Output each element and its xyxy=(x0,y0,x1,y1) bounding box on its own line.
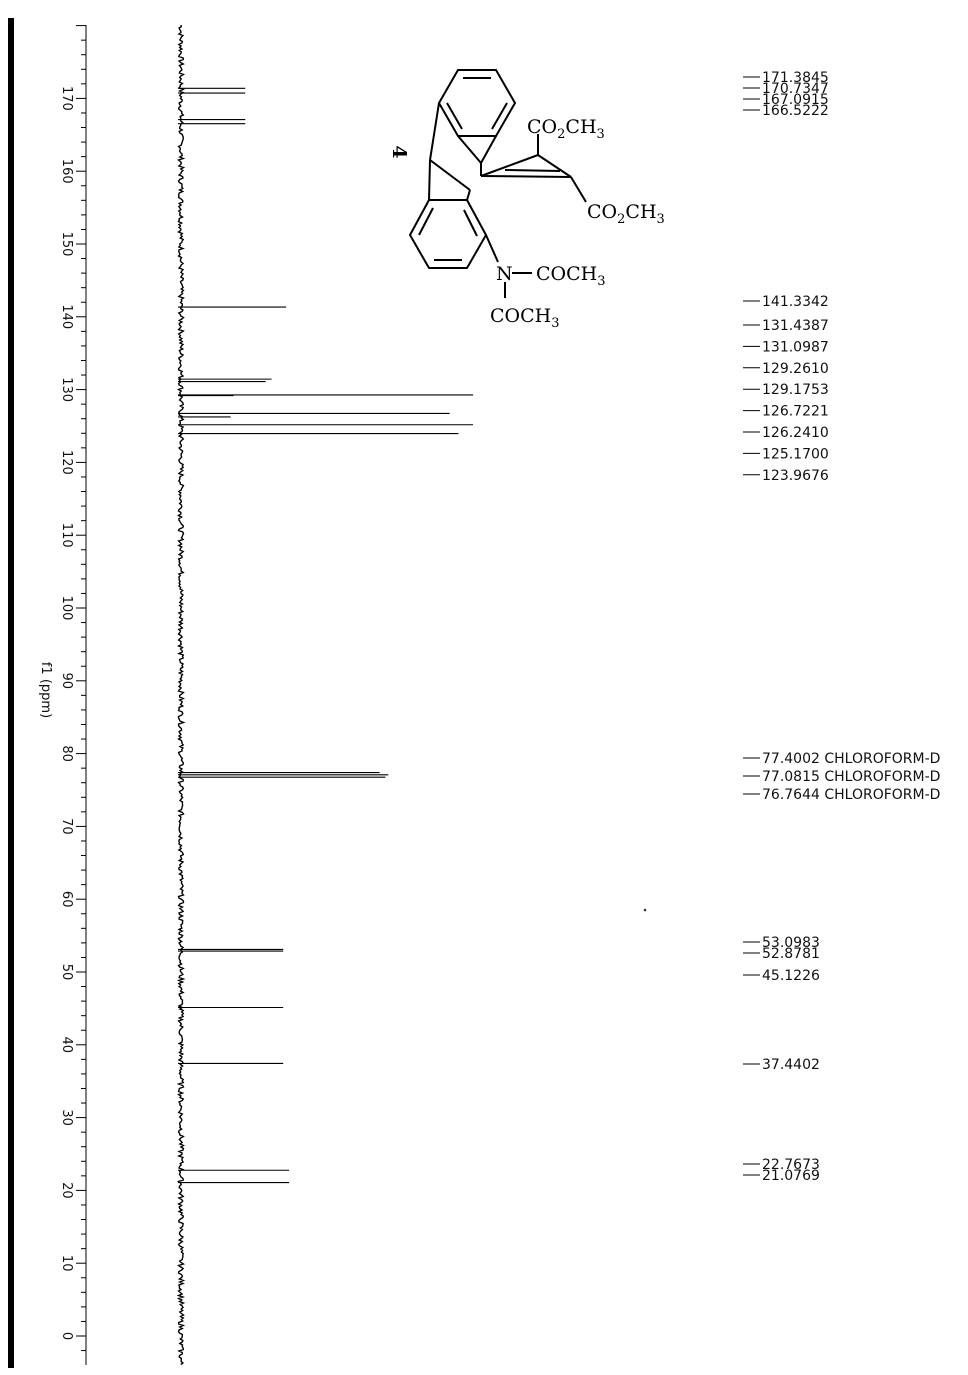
tick-label: 50 xyxy=(59,964,74,981)
tick-label: 30 xyxy=(59,1109,74,1126)
tick-label: 120 xyxy=(59,450,74,475)
tick-label: 20 xyxy=(59,1182,74,1199)
tick-label: 160 xyxy=(59,159,74,184)
top-benzene-ring xyxy=(437,69,517,137)
peak-label: 167.0915 xyxy=(762,92,829,108)
peak-label-leaders xyxy=(743,76,760,1176)
peak-label: 166.5222 xyxy=(762,103,829,119)
peak-label: 126.2410 xyxy=(762,425,829,441)
tick-label: 10 xyxy=(59,1255,74,1272)
peak-label: 141.3342 xyxy=(762,294,829,310)
peak-label: 77.4002 CHLOROFORM-D xyxy=(762,751,940,767)
bottom-benzene-ring xyxy=(408,199,488,269)
spectrum-peaks xyxy=(178,87,473,1184)
peak-label: 171.3845 xyxy=(762,70,829,86)
tick-label: 170 xyxy=(59,86,74,111)
ester-group-top: CO2CH3 xyxy=(527,116,605,142)
peak-label: 131.0987 xyxy=(762,339,829,355)
peak-label: 123.9676 xyxy=(762,468,829,484)
peak-label: 21.0769 xyxy=(762,1168,820,1184)
tick-label: 140 xyxy=(59,304,74,329)
peak-label: 53.0983 xyxy=(762,935,820,951)
tick-label: 60 xyxy=(59,891,74,908)
acetyl-group-right: COCH3 xyxy=(536,263,606,289)
peak-label: 76.7644 CHLOROFORM-D xyxy=(762,787,940,803)
tick-label: 150 xyxy=(59,232,74,257)
tick-label: 80 xyxy=(59,745,74,762)
compound-number: 4 xyxy=(388,145,410,158)
acetyl-group-bottom: COCH3 xyxy=(490,305,560,331)
peak-label: 22.7673 xyxy=(762,1157,820,1173)
ester-group-right: CO2CH3 xyxy=(587,201,665,227)
peak-label: 129.2610 xyxy=(762,361,829,377)
axis-title: f1 (ppm) xyxy=(38,662,53,718)
tick-label: 90 xyxy=(59,673,74,690)
peak-label: 170.7347 xyxy=(762,81,829,97)
tick-label: 100 xyxy=(59,596,74,621)
peak-label: 52.8781 xyxy=(762,946,820,962)
tick-label: 130 xyxy=(59,377,74,402)
peak-label: 125.1700 xyxy=(762,446,829,462)
chemical-structure xyxy=(408,69,587,298)
amine-atom: N xyxy=(496,263,513,285)
axis-tick-labels: 1701601501401301201101009080706050403020… xyxy=(59,86,74,1340)
peak-label: 131.4387 xyxy=(762,318,829,334)
tick-label: 40 xyxy=(59,1037,74,1054)
peak-label: 126.7221 xyxy=(762,404,829,420)
tick-label: 0 xyxy=(59,1332,74,1340)
spectrum-baseline xyxy=(176,24,186,1366)
peak-label: 45.1226 xyxy=(762,968,820,984)
peak-label: 129.1753 xyxy=(762,382,829,398)
left-border-bar xyxy=(8,18,14,1368)
tick-label: 110 xyxy=(59,523,74,548)
axis-ticks xyxy=(76,25,86,1352)
peak-label: 77.0815 CHLOROFORM-D xyxy=(762,769,940,785)
peak-label: 37.4402 xyxy=(762,1057,820,1073)
tick-label: 70 xyxy=(59,818,74,835)
stray-dot xyxy=(643,908,647,912)
